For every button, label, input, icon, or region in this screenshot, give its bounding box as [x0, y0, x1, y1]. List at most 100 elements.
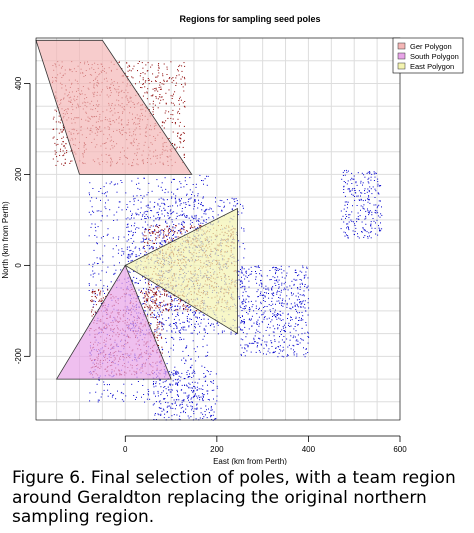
data-point — [192, 184, 194, 185]
data-point — [139, 75, 141, 77]
data-point — [191, 372, 193, 374]
data-point — [363, 208, 365, 210]
data-point — [195, 351, 197, 353]
data-point — [189, 306, 191, 308]
data-point — [210, 409, 212, 411]
data-point — [147, 313, 148, 315]
data-point — [175, 298, 177, 299]
data-point — [269, 309, 271, 311]
data-point — [173, 370, 175, 372]
data-point — [186, 384, 187, 386]
data-point — [238, 315, 240, 317]
data-point — [291, 287, 293, 289]
data-point — [115, 398, 117, 400]
data-point — [151, 190, 153, 192]
data-point — [166, 222, 168, 224]
data-point — [179, 415, 181, 417]
data-point — [157, 185, 159, 187]
data-point — [157, 235, 159, 237]
data-point — [178, 223, 180, 225]
data-point — [179, 403, 181, 405]
data-point — [202, 418, 204, 419]
data-point — [250, 351, 252, 353]
data-point — [112, 394, 114, 396]
data-point — [180, 231, 182, 233]
data-point — [373, 171, 375, 173]
data-point — [244, 278, 246, 280]
data-point — [135, 214, 137, 216]
data-point — [209, 399, 210, 401]
data-point — [207, 351, 209, 353]
data-point — [198, 202, 200, 204]
data-point — [345, 217, 346, 219]
data-point — [178, 418, 180, 420]
data-point — [275, 316, 277, 318]
data-point — [212, 414, 214, 416]
data-point — [217, 324, 219, 326]
data-point — [286, 302, 288, 304]
data-point — [182, 146, 184, 148]
data-point — [176, 382, 178, 384]
data-point — [298, 299, 300, 300]
data-point — [148, 289, 150, 291]
data-point — [97, 226, 99, 228]
data-point — [190, 358, 192, 360]
data-point — [150, 314, 152, 316]
data-point — [368, 212, 370, 214]
data-point — [369, 172, 371, 174]
data-point — [194, 226, 196, 228]
data-point — [193, 369, 195, 371]
data-point — [169, 303, 171, 305]
data-point — [180, 99, 182, 101]
data-point — [135, 212, 137, 214]
data-point — [93, 300, 95, 302]
data-point — [175, 370, 177, 372]
data-point — [352, 188, 354, 190]
data-point — [156, 76, 158, 78]
data-point — [166, 295, 168, 297]
data-point — [256, 346, 258, 348]
data-point — [240, 322, 242, 324]
data-point — [360, 199, 362, 201]
data-point — [193, 410, 195, 412]
data-point — [179, 419, 181, 421]
data-point — [151, 232, 153, 234]
data-point — [203, 373, 205, 374]
data-point — [151, 284, 152, 286]
data-point — [177, 70, 179, 72]
data-point — [275, 267, 277, 268]
data-point — [202, 338, 204, 340]
data-point — [211, 415, 212, 417]
data-point — [159, 242, 161, 244]
data-point — [182, 86, 184, 88]
data-point — [92, 266, 94, 268]
data-point — [172, 403, 174, 405]
data-point — [255, 273, 257, 274]
data-point — [172, 131, 174, 133]
data-point — [271, 342, 273, 344]
data-point — [303, 294, 305, 296]
data-point — [305, 310, 307, 312]
data-point — [238, 240, 240, 242]
data-point — [170, 408, 172, 409]
data-point — [162, 328, 164, 330]
data-point — [169, 228, 170, 230]
data-point — [196, 321, 197, 322]
data-point — [161, 392, 163, 394]
data-point — [268, 293, 269, 294]
data-point — [242, 339, 244, 341]
data-point — [175, 316, 177, 317]
data-point — [190, 358, 192, 360]
data-point — [177, 135, 178, 137]
data-point — [201, 209, 203, 211]
data-point — [245, 275, 247, 277]
data-point — [192, 312, 194, 314]
data-point — [238, 279, 240, 281]
data-point — [273, 331, 275, 333]
data-point — [261, 314, 263, 316]
data-point — [261, 275, 263, 277]
data-point — [152, 95, 154, 97]
data-point — [276, 314, 278, 316]
data-point — [370, 221, 372, 223]
data-point — [151, 312, 153, 314]
